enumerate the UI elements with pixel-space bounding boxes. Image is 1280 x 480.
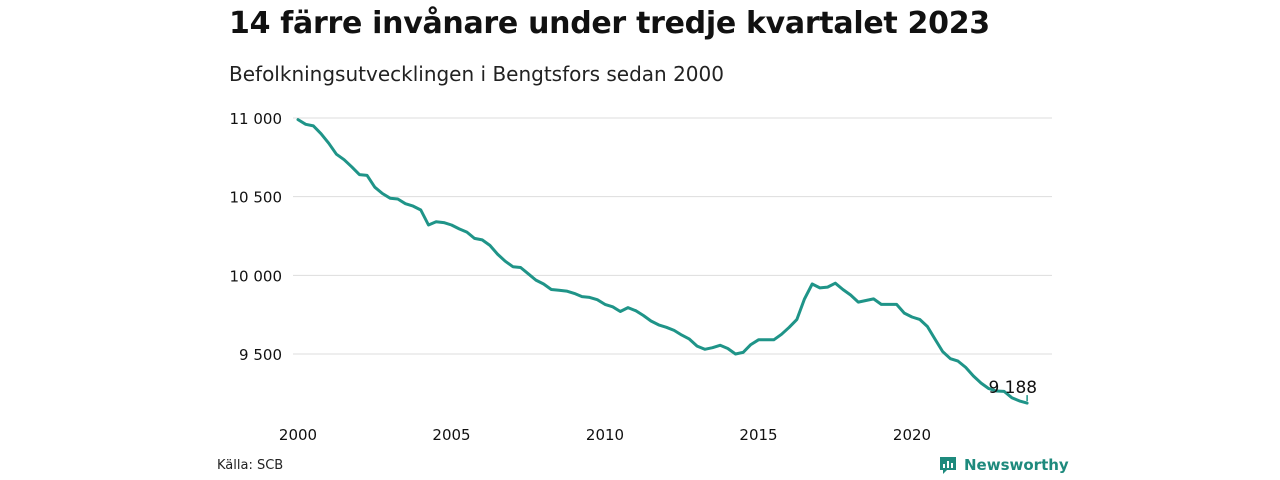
chart-title: 14 färre invånare under tredje kvartalet… (229, 6, 990, 41)
x-tick-label: 2005 (432, 426, 470, 444)
source-note: Källa: SCB (217, 458, 284, 473)
series-line-layer (296, 118, 1029, 405)
chart-subtitle: Befolkningsutvecklingen i Bengtsfors sed… (229, 62, 724, 86)
y-tick-label: 9 500 (239, 346, 282, 364)
x-tick-label: 2020 (893, 426, 931, 444)
grid-lines (293, 117, 1052, 355)
y-tick-label: 10 000 (230, 267, 283, 285)
end-value-label: 9 188 (988, 378, 1037, 398)
y-tick-label: 11 000 (230, 110, 283, 128)
end-label-layer: 9 188 (988, 378, 1037, 402)
brand[interactable]: Newsworthy (938, 455, 1069, 475)
x-tick-label: 2010 (586, 426, 624, 444)
brand-name: Newsworthy (964, 456, 1069, 474)
x-tick-label: 2015 (739, 426, 777, 444)
series-line (296, 118, 1029, 405)
y-axis-labels: 9 500 10 000 10 500 11 000 (230, 110, 283, 364)
y-tick-label: 10 500 (230, 189, 283, 207)
newsworthy-logo-icon (940, 457, 956, 474)
x-tick-label: 2000 (279, 426, 317, 444)
x-axis-labels: 2000 2005 2010 2015 2020 (279, 426, 931, 444)
